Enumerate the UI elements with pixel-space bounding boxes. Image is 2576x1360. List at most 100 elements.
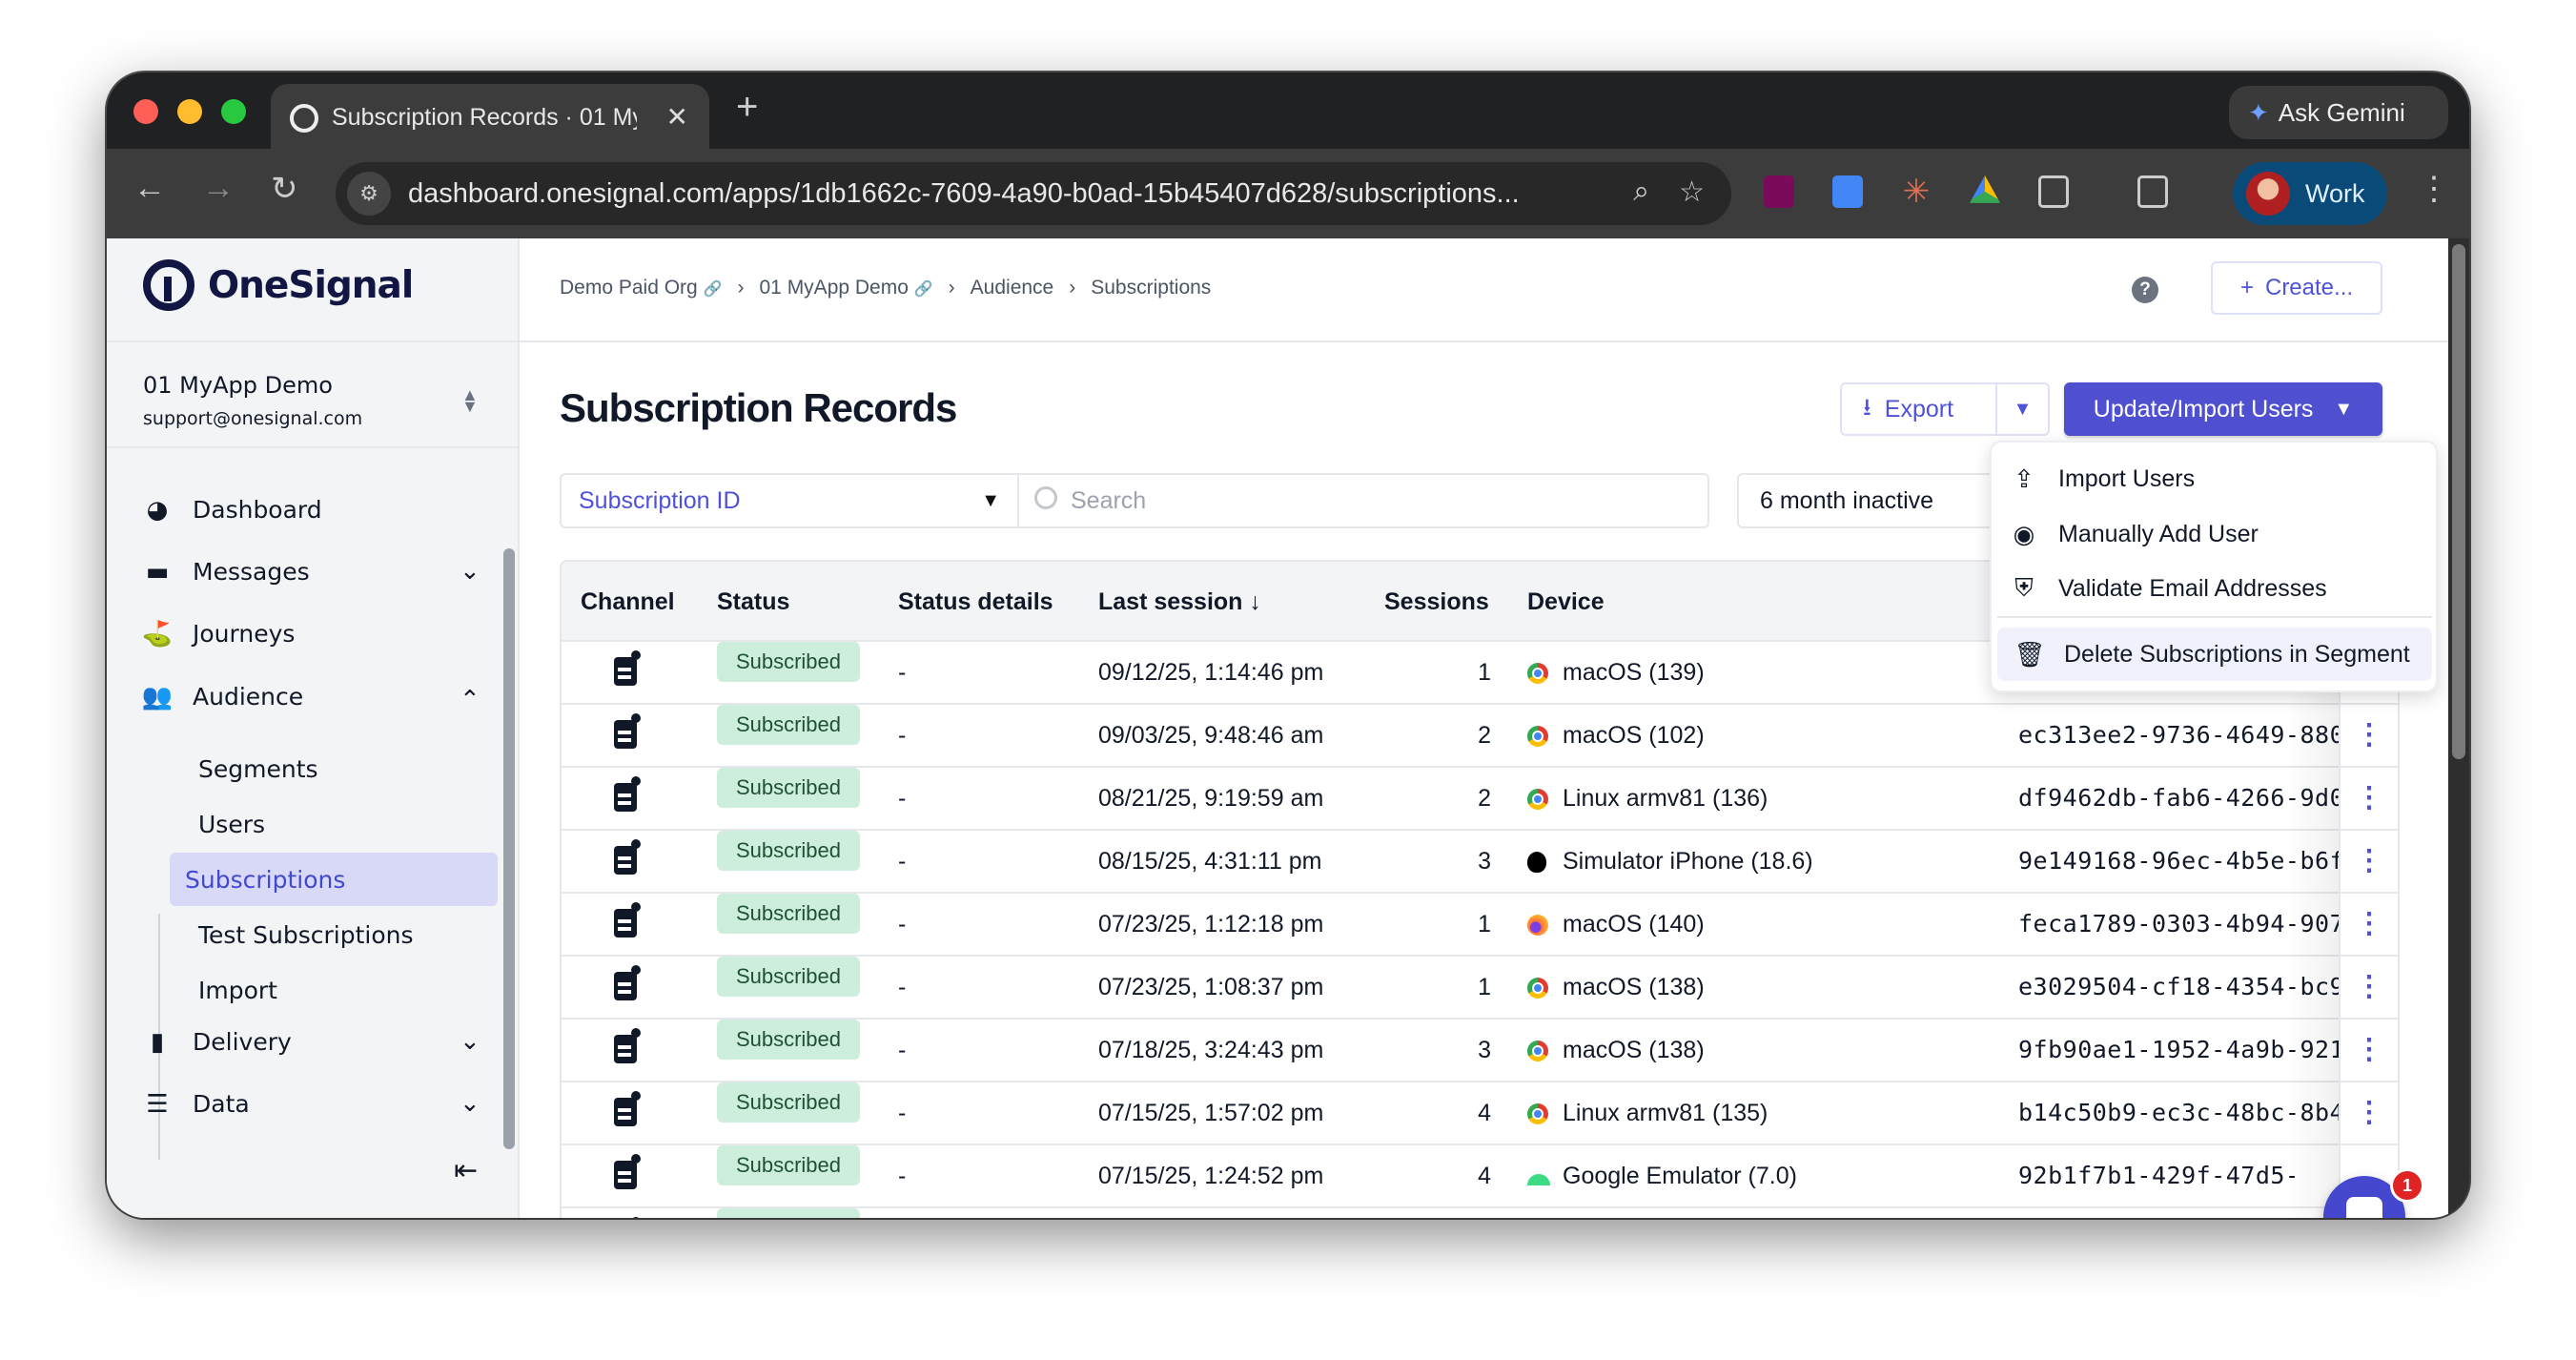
create-button[interactable]: + Create... [2211, 261, 2382, 315]
subscription-id[interactable]: 92b1f7b1-429f-47d5-b4c [2018, 1162, 2295, 1189]
table-row[interactable]: Subscribed - 08/15/25, 4:31:11 pm 3 Simu… [562, 831, 2398, 894]
column-header-status[interactable]: Status [717, 588, 790, 615]
browser-tab[interactable]: Subscription Records · 01 My ✕ [271, 84, 709, 151]
back-icon[interactable]: ← [133, 170, 166, 206]
export-dropdown-button[interactable]: ▼ [2013, 398, 2033, 420]
sidebar-subitem-subscriptions[interactable]: Subscriptions [170, 853, 498, 906]
table-row[interactable]: Subscribed - 07/15/25, 1:57:02 pm 4 Linu… [562, 1082, 2398, 1145]
close-window-button[interactable] [133, 99, 158, 124]
column-header-last-session[interactable]: Last session ↓ [1098, 588, 1261, 615]
subscription-id[interactable]: b14c50b9-ec3c-48bc-8b4 [2018, 1099, 2339, 1126]
site-settings-icon[interactable]: ⚙ [347, 172, 391, 216]
subscription-id[interactable]: feca1789-0303-4b94-907 [2018, 910, 2339, 938]
update-import-dropdown-menu: ⇪ Import Users ◉ Manually Add User ⛨ Valida… [1990, 441, 2438, 692]
row-actions-kebab-icon[interactable]: ⋮ [2355, 908, 2383, 939]
help-icon[interactable]: ? [2132, 277, 2158, 303]
breadcrumb-item[interactable]: Demo Paid Org 🔗 [560, 277, 723, 299]
shield-check-icon: ⛨ [2014, 573, 2034, 602]
reload-icon[interactable]: ↻ [271, 171, 298, 207]
app-switcher[interactable]: 01 MyApp Demo support@onesignal.com [143, 372, 362, 429]
sidebar-item-data[interactable]: ☰ Data [143, 1090, 250, 1119]
menu-item-delete-subscriptions[interactable]: 🗑 Delete Subscriptions in Segment [1997, 628, 2432, 681]
sidebar-scrollbar[interactable] [503, 548, 515, 1149]
ask-gemini-button[interactable]: ✦ Ask Gemini [2229, 86, 2448, 139]
subscription-id[interactable]: e3029504-cf18-4354-bc9 [2018, 973, 2339, 1000]
sidebar-subitem-import[interactable]: Import [183, 963, 513, 1017]
last-session: 09/03/25, 9:48:46 am [1098, 722, 1324, 749]
onesignal-logo[interactable]: OneSignal [143, 259, 414, 311]
page-scrollbar[interactable] [2448, 238, 2469, 1218]
segment-select[interactable]: 6 month inactive [1737, 473, 2023, 528]
sidebar-item-delivery[interactable]: ▮ Delivery [143, 1028, 292, 1057]
search-input[interactable]: Search [1017, 473, 1709, 528]
sidebar-subitem-test-subscriptions[interactable]: Test Subscriptions [183, 908, 513, 961]
table-row[interactable]: Subscribed - 08/21/25, 9:19:59 am 2 Linu… [562, 768, 2398, 831]
minimize-window-button[interactable] [177, 99, 202, 124]
new-tab-button[interactable]: + [736, 86, 759, 128]
menu-item-manually-add-user[interactable]: ◉ Manually Add User [1992, 507, 2436, 561]
sidebar-item-dashboard[interactable]: ◕ Dashboard [143, 496, 322, 525]
table-row[interactable]: Subscribed - 07/23/25, 1:12:18 pm 1 macO… [562, 894, 2398, 957]
table-row[interactable]: Subscribed - 07/15/25, 1:24:52 pm 4 Goog… [562, 1145, 2398, 1208]
extension-password-icon[interactable] [1764, 175, 1794, 208]
scrollbar-thumb[interactable] [2452, 244, 2465, 759]
sidebar-item-journeys[interactable]: ⛳ Journeys [142, 620, 296, 649]
bookmark-star-icon[interactable]: ☆ [1679, 176, 1705, 208]
update-import-users-button[interactable]: Update/Import Users ▼ [2064, 382, 2382, 436]
table-row[interactable]: Subscribed - 09/12/25, 1:14:46 pm 1 macO… [562, 642, 2398, 705]
row-actions-kebab-icon[interactable]: ⋮ [2355, 971, 2383, 1002]
sidebar-item-audience[interactable]: 👥 Audience [142, 683, 304, 711]
subscription-id[interactable]: 9e149168-96ec-4b5e-b6f [2018, 847, 2339, 875]
table-row[interactable]: Subscribed - 09/03/25, 9:48:46 am 2 macO… [562, 705, 2398, 768]
row-actions-kebab-icon[interactable]: ⋮ [2355, 1097, 2383, 1128]
column-header-sessions[interactable]: Sessions [1384, 588, 1489, 615]
row-actions-kebab-icon[interactable]: ⋮ [2355, 1034, 2383, 1065]
app-switcher-chevrons-icon[interactable]: ▲ ▼ [461, 385, 479, 416]
table-row[interactable]: Subscribed - 07/23/25, 1:08:37 pm 1 macO… [562, 957, 2398, 1020]
table-row[interactable] [562, 1208, 2398, 1218]
profile-button[interactable]: Work [2233, 162, 2387, 225]
forward-icon[interactable]: → [202, 170, 235, 206]
message-icon: ▬ [145, 557, 170, 587]
chrome-icon [1527, 978, 1548, 999]
extension-claude-icon[interactable]: ✳ [1902, 174, 1931, 210]
chrome-icon [1527, 726, 1548, 747]
extension-drive-icon[interactable] [1970, 175, 2000, 203]
extensions-puzzle-icon[interactable] [2038, 175, 2069, 208]
sessions-count: 1 [1478, 974, 1491, 1000]
tab-search-icon[interactable] [2137, 175, 2168, 208]
sidebar-item-messages[interactable]: ▬ Messages [143, 557, 310, 587]
row-actions-kebab-icon[interactable]: ⋮ [2355, 845, 2383, 876]
browser-menu-icon[interactable]: ⋮ [2418, 171, 2450, 207]
row-actions-kebab-icon[interactable]: ⋮ [2355, 782, 2383, 814]
zoom-icon[interactable]: ⌕ [1633, 175, 1649, 207]
maximize-window-button[interactable] [221, 99, 246, 124]
sidebar-item-label: Audience [193, 683, 304, 711]
chevron-down-icon[interactable]: ⌄ [460, 556, 480, 585]
row-actions-kebab-icon[interactable]: ⋮ [2355, 719, 2383, 751]
chevron-down-icon[interactable]: ⌄ [460, 1088, 480, 1117]
sidebar-subitem-segments[interactable]: Segments [183, 742, 513, 795]
subscription-id[interactable]: df9462db-fab6-4266-9d0 [2018, 784, 2339, 812]
breadcrumb-item[interactable]: 01 MyApp Demo 🔗 [760, 277, 933, 299]
chevron-right-icon: › [737, 277, 745, 299]
collapse-sidebar-icon[interactable]: ⇤ [454, 1155, 479, 1186]
breadcrumb-item[interactable]: Audience [970, 277, 1054, 299]
address-bar[interactable]: ⚙ dashboard.onesignal.com/apps/1db1662c-… [336, 162, 1731, 225]
table-row[interactable]: Subscribed - 07/18/25, 3:24:43 pm 3 macO… [562, 1020, 2398, 1082]
filter-field-select[interactable]: Subscription ID ▼ [560, 473, 1019, 528]
device: Linux armv81 (136) [1563, 785, 1768, 812]
sidebar-subitem-users[interactable]: Users [183, 797, 513, 851]
export-button[interactable]: ⭳ Export [1842, 384, 1997, 434]
sidebar-item-label: Data [193, 1090, 250, 1118]
menu-item-import-users[interactable]: ⇪ Import Users [1992, 452, 2436, 505]
support-chat-button[interactable]: 1 [2323, 1168, 2424, 1218]
subscription-id[interactable]: ec313ee2-9736-4649-880 [2018, 721, 2339, 749]
plus-icon: + [2239, 275, 2254, 300]
close-tab-icon[interactable]: ✕ [665, 102, 688, 132]
subscription-id[interactable]: 9fb90ae1-1952-4a9b-921 [2018, 1036, 2339, 1063]
extension-translate-icon[interactable] [1832, 175, 1863, 208]
menu-item-validate-email[interactable]: ⛨ Validate Email Addresses [1992, 562, 2436, 615]
chevron-up-icon[interactable]: ⌃ [460, 685, 480, 713]
chevron-down-icon[interactable]: ⌄ [460, 1026, 480, 1055]
